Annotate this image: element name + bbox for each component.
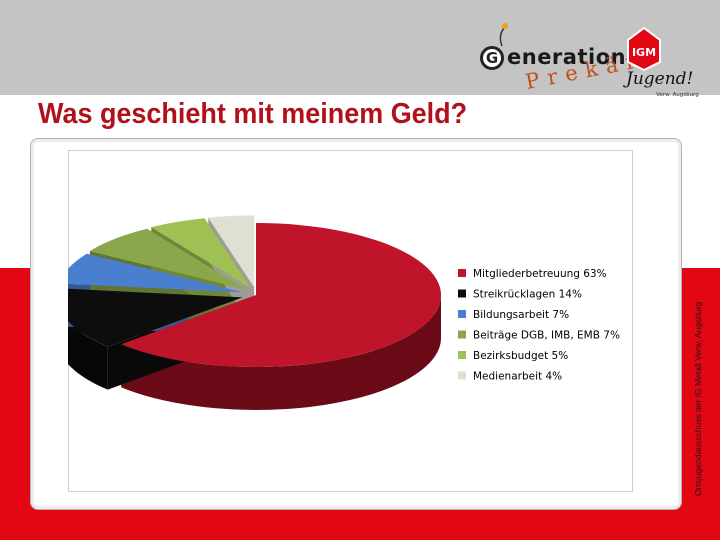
generation-prekaer-logo: G eneration Prekär xyxy=(480,23,646,98)
jugend-sub-text: Verw. Augsburg xyxy=(656,92,699,98)
pie-slice xyxy=(151,218,251,288)
legend-swatch xyxy=(458,310,466,318)
pie-slice xyxy=(89,228,247,290)
igm-shield-text: IGM xyxy=(632,46,656,59)
generation-g-letter: G xyxy=(480,46,504,70)
legend-swatch xyxy=(458,330,466,339)
chart-legend: Mitgliederbetreuung 63% Streikrücklagen 1… xyxy=(458,268,620,383)
jugend-script-text: Jugend! xyxy=(623,69,693,89)
pie-slice-side xyxy=(68,321,108,390)
pie-chart: Mitgliederbetreuung 63% Streikrücklagen 1… xyxy=(68,215,620,411)
legend-swatch xyxy=(458,351,466,359)
legend-label: Streikrücklagen 14% xyxy=(473,289,582,301)
legend-label: Mitgliederbetreuung 63% xyxy=(473,268,607,280)
legend-swatch xyxy=(458,289,466,298)
legend-swatch xyxy=(458,371,466,380)
side-caption: Ortsjugendausschuss der IG Metall Verw. … xyxy=(693,301,703,496)
bomb-fuse-icon xyxy=(499,23,508,47)
pie-tops xyxy=(68,215,441,367)
page-title: Was geschieht mit meinem Geld? xyxy=(38,98,468,130)
legend-swatch xyxy=(458,269,466,277)
legend-label: Bezirksbudget 5% xyxy=(473,350,568,362)
pie-slice-side xyxy=(121,295,441,411)
ig-metall-jugend-logo: IGM Jugend! Verw. Augsburg xyxy=(623,26,699,98)
generation-word: eneration xyxy=(507,45,627,69)
pie-slice xyxy=(121,223,441,367)
igm-shield-icon xyxy=(627,26,661,72)
legend-label: Beiträge DGB, IMB, EMB 7% xyxy=(473,330,620,342)
legend-label: Bildungsarbeit 7% xyxy=(473,309,569,321)
pie-slice xyxy=(68,288,243,347)
pie-slice xyxy=(68,253,243,293)
legend-label: Medienarbeit 4% xyxy=(473,371,562,383)
pie-slice xyxy=(208,215,255,288)
